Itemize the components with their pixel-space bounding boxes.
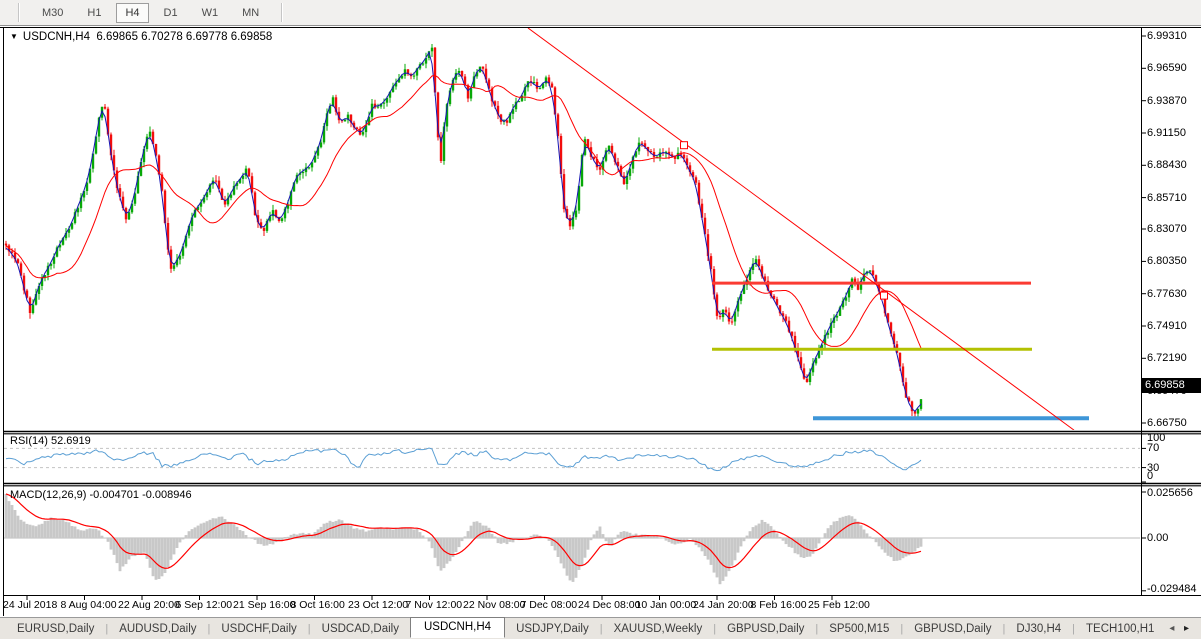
date-axis-label: 24 Dec 08:00 xyxy=(578,599,641,611)
symbol-tab-audusd-daily[interactable]: AUDUSD,Daily xyxy=(119,622,197,635)
price-axis-label: 6.93870 xyxy=(1147,94,1187,107)
toolbar-separator xyxy=(281,3,284,22)
tab-separator: | xyxy=(1002,622,1006,635)
tab-separator: | xyxy=(105,622,109,635)
date-axis-label: 22 Nov 08:00 xyxy=(463,599,526,611)
chart-title: ▼ USDCNH,H4 6.69865 6.70278 6.69778 6.698… xyxy=(10,31,272,43)
symbol-tab-xauusd-weekly[interactable]: XAUUSD,Weekly xyxy=(613,622,703,635)
price-axis-label: 6.83070 xyxy=(1147,223,1187,236)
symbol-tab-usdcad-daily[interactable]: USDCAD,Daily xyxy=(321,622,399,635)
rsi-axis-label: 0 xyxy=(1147,470,1154,482)
rsi-axis-label: 30 xyxy=(1147,461,1160,474)
date-axis-label: 7 Nov 12:00 xyxy=(405,599,463,611)
price-axis-label: 6.85710 xyxy=(1147,191,1187,204)
rsi-axis-label: 70 xyxy=(1147,442,1160,455)
symbol-tab-bar: EURUSD,Daily | AUDUSD,Daily | USDCHF,Daily | U… xyxy=(0,617,1201,639)
toolbar-separator xyxy=(18,3,20,22)
rsi-indicator-label: RSI(14) 52.6919 xyxy=(10,435,91,447)
price-axis-label: 6.88430 xyxy=(1147,159,1187,172)
current-price-tag: 6.69858 xyxy=(1142,378,1201,393)
macd-axis-label: 0.00 xyxy=(1147,532,1169,544)
timeframe-button-m30[interactable]: M30 xyxy=(33,3,72,23)
date-axis-label: 8 Aug 04:00 xyxy=(60,599,117,611)
date-axis-label: 24 Jan 20:00 xyxy=(693,599,754,611)
tab-separator: | xyxy=(599,622,603,635)
chart-dropdown-icon: ▼ xyxy=(10,32,18,41)
timeframe-button-h4[interactable]: H4 xyxy=(116,2,149,23)
date-axis-label: 21 Sep 16:00 xyxy=(233,599,296,611)
timeframe-button-w1[interactable]: W1 xyxy=(193,3,228,23)
rsi-axis-label: 100 xyxy=(1147,432,1166,444)
tab-separator: | xyxy=(1072,622,1076,635)
symbol-tab-sp500-m15[interactable]: SP500,M15 xyxy=(829,622,890,635)
date-axis-label: 7 Dec 08:00 xyxy=(520,599,578,611)
chart-symbol-period: USDCNH,H4 xyxy=(22,31,91,43)
tabs-scroll-left-icon[interactable]: ◂ xyxy=(1169,623,1175,634)
symbol-tab-eurusd-daily[interactable]: EURUSD,Daily xyxy=(17,622,95,635)
tab-separator: | xyxy=(713,622,717,635)
timeframe-button-h1[interactable]: H1 xyxy=(78,3,110,23)
chart-ohlc-values: 6.69865 6.70278 6.69778 6.69858 xyxy=(96,31,273,43)
tab-separator: | xyxy=(307,622,311,635)
price-axis-label: 6.80350 xyxy=(1147,255,1187,268)
symbol-tab-gbpusd-daily[interactable]: GBPUSD,Daily xyxy=(914,622,992,635)
tab-separator: | xyxy=(900,622,904,635)
timeframe-button-mn[interactable]: MN xyxy=(233,3,268,23)
date-axis-label: 22 Aug 20:00 xyxy=(118,599,180,611)
price-axis-label: 6.96590 xyxy=(1147,62,1187,75)
macd-axis-label: -0.029484 xyxy=(1147,583,1197,595)
tab-separator: | xyxy=(815,622,819,635)
tabs-scroll-right-icon[interactable]: ▸ xyxy=(1183,623,1189,634)
date-axis-label: 24 Jul 2018 xyxy=(3,599,58,611)
symbol-tab-gbpusd-daily[interactable]: GBPUSD,Daily xyxy=(727,622,805,635)
date-axis-label: 10 Jan 00:00 xyxy=(635,599,697,611)
price-axis-label: 6.77630 xyxy=(1147,287,1187,300)
timeframe-toolbar: M30 H1 H4 D1 W1 MN xyxy=(0,0,1201,26)
symbol-tab-tech100-h1[interactable]: TECH100,H1 xyxy=(1086,622,1155,635)
price-axis-label: 6.99310 xyxy=(1147,30,1187,42)
macd-indicator-label: MACD(12,26,9) -0.004701 -0.008946 xyxy=(10,489,192,501)
symbol-tab-usdchf-daily[interactable]: USDCHF,Daily xyxy=(221,622,297,635)
date-axis-label: 25 Feb 12:00 xyxy=(808,599,870,611)
date-axis-label: 8 Oct 16:00 xyxy=(290,599,345,611)
timeframe-button-d1[interactable]: D1 xyxy=(155,3,187,23)
price-axis-label: 6.66750 xyxy=(1147,417,1187,429)
price-axis-label: 6.74910 xyxy=(1147,320,1187,332)
price-axis-label: 6.69470 xyxy=(1147,384,1187,397)
date-axis-label: 6 Sep 12:00 xyxy=(175,599,233,611)
date-axis-label: 8 Feb 16:00 xyxy=(750,599,807,611)
symbol-tab-usdcnh-h4[interactable]: USDCNH,H4 xyxy=(409,617,506,638)
date-axis-label: 23 Oct 12:00 xyxy=(348,599,409,611)
price-axis-label: 6.91150 xyxy=(1147,126,1186,139)
tab-separator: | xyxy=(207,622,211,635)
price-axis-label: 6.72190 xyxy=(1147,352,1187,365)
symbol-tab-usdjpy-daily[interactable]: USDJPY,Daily xyxy=(516,622,589,635)
symbol-tab-dj30-h4[interactable]: DJ30,H4 xyxy=(1016,622,1062,635)
macd-axis-label: 0.025656 xyxy=(1147,487,1193,499)
